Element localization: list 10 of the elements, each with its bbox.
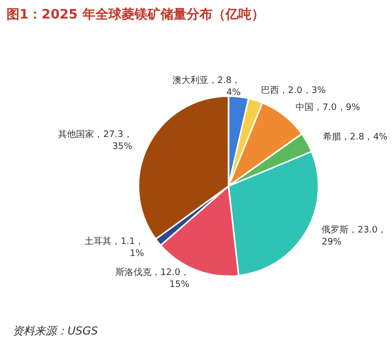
- slice-label: 俄罗斯，23.0，29%: [322, 224, 387, 248]
- slice-label: 斯洛伐克，12.0，15%: [115, 267, 190, 290]
- slice-label: 希腊，2.8，4%: [322, 132, 388, 143]
- chart-title: 图1：2025 年全球菱镁矿储量分布（亿吨）: [6, 6, 264, 22]
- slice-label: 澳大利亚，2.8，4%: [172, 75, 242, 98]
- slice-label: 其他国家，27.3，35%: [58, 128, 133, 152]
- slice-label: 中国，7.0，9%: [295, 102, 360, 113]
- text: 资料来源：USGS: [12, 324, 98, 338]
- slice-label: 巴西，2.0，3%: [261, 86, 326, 96]
- slice-label: 土耳其，1.1，1%: [84, 236, 144, 260]
